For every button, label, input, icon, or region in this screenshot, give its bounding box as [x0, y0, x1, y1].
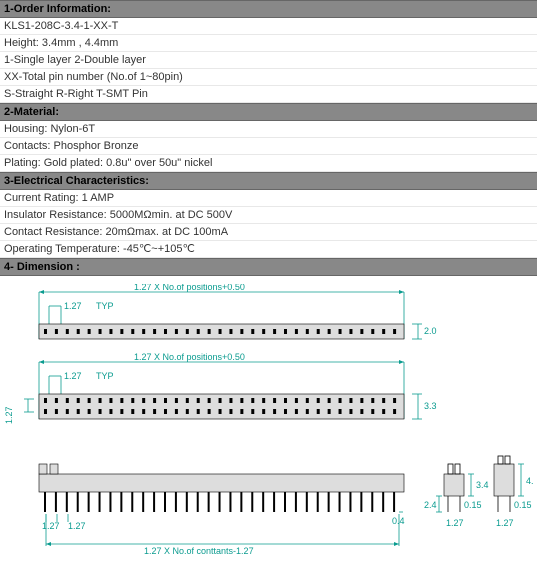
dim-text: 1.27 — [64, 301, 82, 311]
dim-text: 3.4 — [476, 480, 489, 490]
row: XX-Total pin number (No.of 1~80pin) — [0, 69, 537, 86]
bottom-view: 1.27 X No.of conttants-1.27 1.27 1.27 0.… — [39, 456, 533, 556]
dim-text: 1.27 — [446, 518, 464, 528]
dim-text: 0.15 — [464, 500, 482, 510]
dim-text: 0.4 — [392, 516, 405, 526]
section-header-dimension: 4- Dimension : — [0, 258, 537, 276]
row: S-Straight R-Right T-SMT Pin — [0, 86, 537, 103]
section-header-material: 2-Material: — [0, 103, 537, 121]
dim-text: 0.15 — [514, 500, 532, 510]
row: Plating: Gold plated: 0.8u" over 50u" ni… — [0, 155, 537, 172]
dim-text: 1.27 X No.of positions+0.50 — [134, 352, 245, 362]
row: Housing: Nylon-6T — [0, 121, 537, 138]
row: Current Rating: 1 AMP — [0, 190, 537, 207]
dim-text: 1.27 — [42, 521, 60, 531]
row: Contact Resistance: 20mΩmax. at DC 100mA — [0, 224, 537, 241]
row: 1-Single layer 2-Double layer — [0, 52, 537, 69]
top-view: 1.27 X No.of positions+0.50 1.27 TYP 2.0 — [39, 284, 437, 339]
row: Contacts: Phosphor Bronze — [0, 138, 537, 155]
dim-text: 2.4 — [424, 500, 437, 510]
technical-drawing: 1.27 X No.of positions+0.50 1.27 TYP 2.0… — [4, 284, 533, 572]
dim-text: TYP — [96, 301, 114, 311]
side-profile-2: 4.4 0.15 1.27 — [494, 456, 533, 528]
row: Height: 3.4mm , 4.4mm — [0, 35, 537, 52]
dim-text: 1.27 X No.of positions+0.50 — [134, 284, 245, 292]
section-header-electrical: 3-Electrical Characteristics: — [0, 172, 537, 190]
dim-text: 1.27 X No.of conttants-1.27 — [144, 546, 254, 556]
dim-text: 1.27 — [68, 521, 86, 531]
row: Operating Temperature: -45℃~+105℃ — [0, 241, 537, 258]
dim-text: 1.27 — [64, 371, 82, 381]
dim-text: 1.27 — [496, 518, 514, 528]
mid-view: 1.27 X No.of positions+0.50 1.27 TYP 3.3… — [4, 352, 437, 424]
dim-text: 2.0 — [424, 326, 437, 336]
dim-text: 4.4 — [526, 476, 533, 486]
section-header-order: 1-Order Information: — [0, 0, 537, 18]
dimension-diagram: 1.27 X No.of positions+0.50 1.27 TYP 2.0… — [0, 280, 537, 579]
row: Insulator Resistance: 5000MΩmin. at DC 5… — [0, 207, 537, 224]
dim-text: TYP — [96, 371, 114, 381]
row: KLS1-208C-3.4-1-XX-T — [0, 18, 537, 35]
dim-text: 3.3 — [424, 401, 437, 411]
side-profile-1: 3.4 2.4 0.15 1.27 — [424, 464, 489, 528]
dim-text: 1.27 — [4, 406, 14, 424]
